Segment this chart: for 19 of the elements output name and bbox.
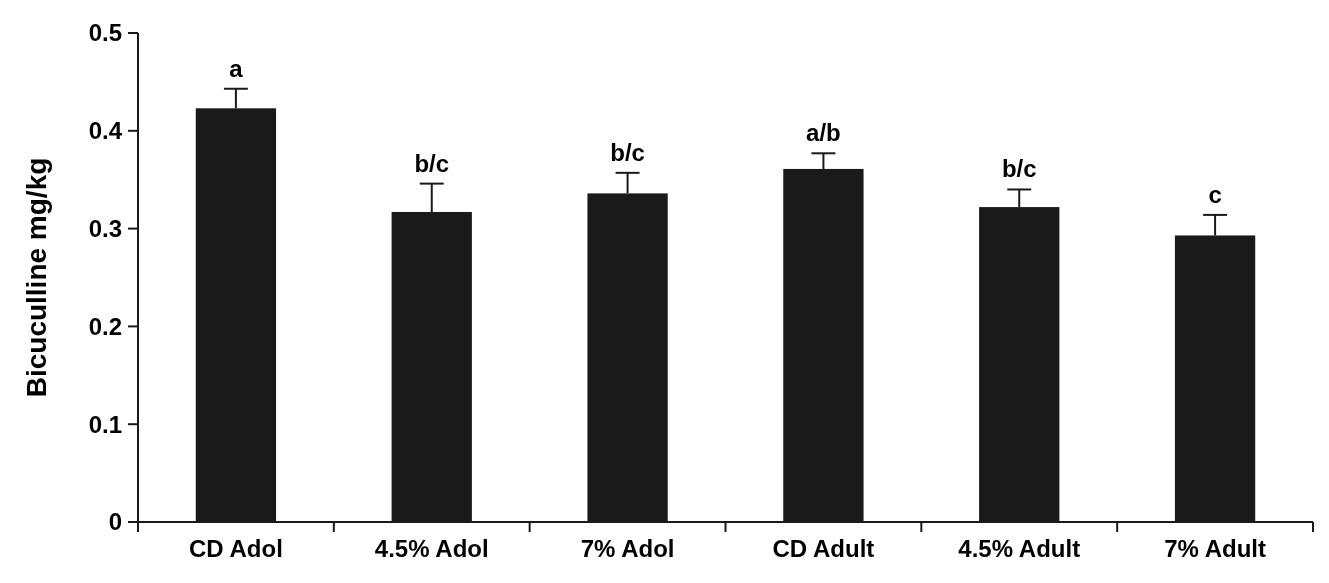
- annotation: c: [1208, 180, 1222, 208]
- annotation: a/b: [806, 119, 841, 147]
- x-tick-label: 7% Adult: [1164, 535, 1266, 562]
- y-tick-label: 0.5: [88, 19, 122, 47]
- x-tick-label: CD Adult: [772, 535, 875, 562]
- y-tick-label: 0.2: [88, 312, 122, 340]
- x-tick-label: 4.5% Adult: [958, 535, 1081, 562]
- y-tick-label: 0: [108, 508, 122, 536]
- annotation: b/c: [1001, 155, 1037, 183]
- y-axis-title: Bicuculline mg/kg: [21, 157, 52, 398]
- y-tick-label: 0.1: [88, 410, 122, 438]
- y-tick-label: 0.4: [88, 117, 123, 145]
- annotation: a: [229, 54, 244, 82]
- annotation: b/c: [610, 138, 645, 166]
- x-tick-label: 4.5% Adol: [374, 535, 489, 562]
- x-tick-label: 7% Adol: [580, 535, 675, 562]
- annotation: b/c: [414, 149, 450, 177]
- y-tick-label: 0.3: [88, 215, 122, 242]
- x-tick-label: CD Adol: [189, 535, 283, 562]
